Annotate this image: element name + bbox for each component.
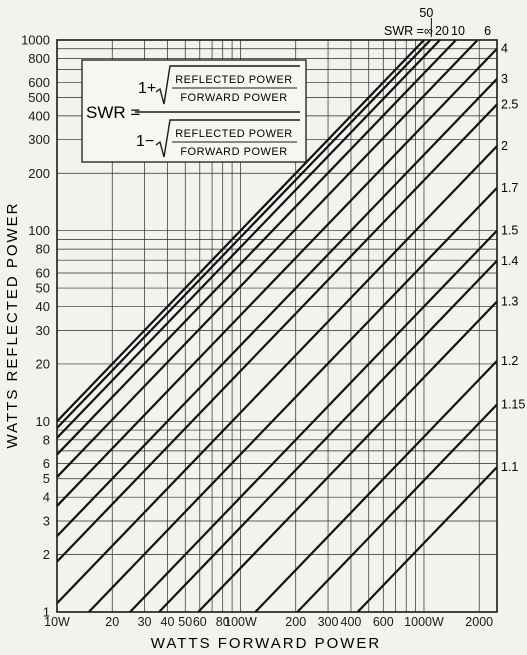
x-tick-label: 300 — [318, 615, 339, 629]
formula-one-minus: 1− — [136, 133, 154, 150]
y-tick-label: 2 — [43, 547, 50, 562]
x-tick-label: 2000 — [465, 615, 493, 629]
formula-lhs: SWR = — [86, 103, 140, 122]
swr-line-1.4 — [158, 260, 498, 613]
swr-header-prefix: SWR = — [384, 24, 424, 38]
y-tick-label: 1 — [43, 605, 50, 620]
y-tick-label: 40 — [36, 299, 50, 314]
x-tick-label: 200 — [285, 615, 306, 629]
formula-one-plus: 1+ — [138, 80, 156, 97]
y-tick-label: 10 — [36, 414, 50, 429]
y-tick-label: 600 — [28, 75, 50, 90]
swr-line-10 — [56, 39, 457, 456]
x-tick-label: 400 — [341, 615, 362, 629]
swr-label-1.5: 1.5 — [501, 224, 518, 238]
swr-label-2: 2 — [501, 139, 508, 153]
swr-line-1.5 — [129, 229, 498, 613]
y-tick-label: 3 — [43, 514, 50, 529]
swr-label-10: 10 — [451, 24, 465, 38]
y-tick-label: 200 — [28, 166, 50, 181]
y-tick-label: 60 — [36, 265, 50, 280]
y-tick-label: 100 — [28, 223, 50, 238]
swr-label-20: 20 — [435, 24, 449, 38]
x-tick-label: 10W — [44, 615, 70, 629]
swr-line-50 — [56, 39, 432, 429]
x-tick-label: 80 — [216, 615, 230, 629]
swr-label-6: 6 — [484, 24, 491, 38]
swr-label-4: 4 — [501, 42, 508, 56]
swr-formula-box: SWR = 1+ REFLECTED POWER FORWARD POWER 1… — [81, 59, 307, 163]
y-tick-label: 300 — [28, 132, 50, 147]
formula-sqrt-top-icon — [155, 65, 300, 105]
x-tick-label: 1000W — [404, 615, 444, 629]
formula-sqrt-bottom-icon — [155, 119, 300, 158]
y-tick-label: 6 — [43, 456, 50, 471]
y-tick-label: 30 — [36, 323, 50, 338]
formula-top-forward: FORWARD POWER — [180, 92, 287, 104]
swr-line-1.1 — [356, 466, 498, 613]
swr-label-3: 3 — [501, 72, 508, 86]
swr-label-2.5: 2.5 — [501, 97, 518, 111]
swr-line-1.7 — [88, 187, 498, 613]
x-tick-label: 40 — [161, 615, 175, 629]
y-tick-label: 5 — [43, 471, 50, 486]
y-tick-label: 80 — [36, 242, 50, 257]
swr-label-50: 50 — [419, 6, 433, 20]
swr-label-1.1: 1.1 — [501, 460, 518, 474]
swr-label-1.7: 1.7 — [501, 181, 518, 195]
x-axis-title: WATTS FORWARD POWER — [151, 635, 382, 652]
swr-line-20 — [56, 39, 441, 439]
swr-line-1.2 — [254, 360, 498, 613]
swr-label-∞: ∞ — [424, 24, 433, 38]
y-tick-label: 4 — [43, 490, 50, 505]
x-tick-label: 20 — [105, 615, 119, 629]
swr-label-1.2: 1.2 — [501, 354, 518, 368]
swr-line-4 — [56, 47, 498, 507]
swr-label-1.4: 1.4 — [501, 254, 518, 268]
formula-bottom-reflected: REFLECTED POWER — [175, 128, 293, 140]
formula-box — [81, 59, 307, 163]
formula-bottom-forward: FORWARD POWER — [180, 146, 287, 158]
swr-line-∞ — [56, 39, 425, 423]
swr-line-1.15 — [296, 403, 498, 613]
y-tick-label: 400 — [28, 108, 50, 123]
y-axis-title: WATTS REFLECTED POWER — [4, 201, 21, 448]
y-tick-label: 20 — [36, 356, 50, 371]
formula-top-reflected: REFLECTED POWER — [175, 74, 293, 86]
x-tick-label: 60 — [193, 615, 207, 629]
x-tick-label: 600 — [373, 615, 394, 629]
y-tick-label: 8 — [43, 432, 50, 447]
y-tick-label: 800 — [28, 51, 50, 66]
swr-label-1.3: 1.3 — [501, 295, 518, 309]
swr-line-3 — [56, 78, 498, 537]
y-tick-label: 50 — [36, 281, 50, 296]
swr-label-1.15: 1.15 — [501, 398, 525, 412]
plot-frame — [56, 39, 498, 613]
x-tick-label: 100W — [224, 615, 257, 629]
swr-line-1.3 — [197, 300, 498, 613]
swr-line-2 — [56, 145, 498, 605]
x-tick-label: 30 — [138, 615, 152, 629]
x-tick-label: 50 — [178, 615, 192, 629]
swr-line-2.5 — [56, 103, 498, 563]
y-tick-label: 500 — [28, 90, 50, 105]
swr-line-6 — [56, 39, 479, 478]
swr-lines — [56, 39, 498, 613]
y-tick-label: 1000 — [21, 33, 50, 48]
